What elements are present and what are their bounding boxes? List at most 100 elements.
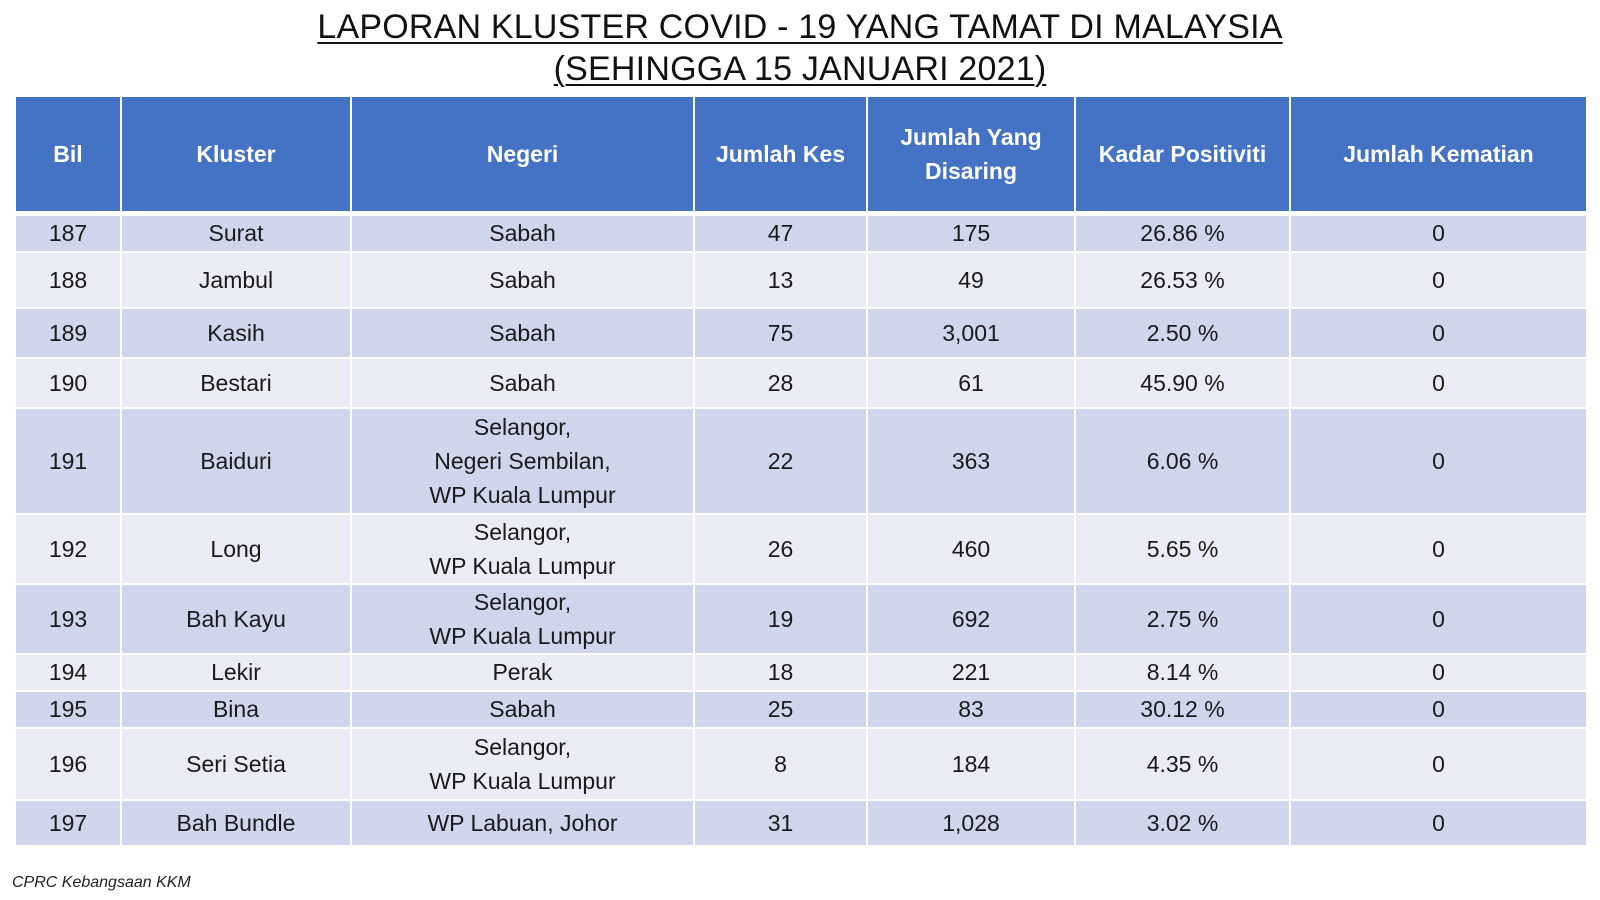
header-jumlah-disaring-line-1: Jumlah Yang — [900, 124, 1042, 150]
table-body: 187 Surat Sabah 47 175 26.86 % 0 188 Jambul Sabah… — [16, 213, 1586, 847]
cell-negeri: WP Labuan, Johor — [350, 799, 695, 847]
header-jumlah-disaring: Jumlah Yang Disaring — [866, 97, 1076, 216]
negeri-line: Sabah — [489, 266, 556, 293]
cell-kadar-positiviti: 26.86 % — [1074, 213, 1291, 253]
source-note: CPRC Kebangsaan KKM — [12, 874, 191, 891]
cell-kluster: Bah Kayu — [120, 583, 352, 655]
cell-negeri: Selangor, WP Kuala Lumpur — [350, 727, 695, 801]
header-negeri: Negeri — [350, 97, 695, 216]
cell-kadar-positiviti: 30.12 % — [1074, 690, 1291, 729]
cell-jumlah-kematian: 0 — [1289, 583, 1586, 655]
table-row: 196 Seri Setia Selangor, WP Kuala Lumpur 8 18… — [16, 727, 1586, 801]
negeri-line: WP Kuala Lumpur — [429, 481, 616, 508]
cell-bil: 195 — [16, 690, 122, 729]
cell-kadar-positiviti: 4.35 % — [1074, 727, 1291, 801]
negeri-line: Selangor, — [473, 588, 572, 615]
cell-jumlah-kematian: 0 — [1289, 799, 1586, 847]
cell-jumlah-disaring: 221 — [866, 653, 1076, 692]
cell-kadar-positiviti: 6.06 % — [1074, 407, 1291, 515]
cell-jumlah-kematian: 0 — [1289, 213, 1586, 253]
cell-bil: 196 — [16, 727, 122, 801]
cell-jumlah-kes: 75 — [693, 307, 868, 359]
cell-kluster: Seri Setia — [120, 727, 352, 801]
cell-kadar-positiviti: 3.02 % — [1074, 799, 1291, 847]
cell-jumlah-kematian: 0 — [1289, 407, 1586, 515]
cell-jumlah-disaring: 363 — [866, 407, 1076, 515]
negeri-line: WP Kuala Lumpur — [429, 622, 616, 649]
header-kadar-positiviti: Kadar Positiviti — [1074, 97, 1291, 216]
cell-jumlah-disaring: 175 — [866, 213, 1076, 253]
negeri-line: WP Kuala Lumpur — [429, 767, 616, 794]
negeri-line: WP Labuan, Johor — [427, 809, 618, 836]
cell-jumlah-kes: 28 — [693, 357, 868, 409]
header-bil: Bil — [16, 97, 122, 216]
cell-bil: 187 — [16, 213, 122, 253]
negeri-line: Selangor, — [473, 518, 572, 545]
negeri-line: WP Kuala Lumpur — [429, 552, 616, 579]
cell-negeri: Selangor, Negeri Sembilan, WP Kuala Lumpur — [350, 407, 695, 515]
title-line-2: (SEHINGGA 15 JANUARI 2021) — [553, 50, 1047, 88]
cell-jumlah-kes: 18 — [693, 653, 868, 692]
cell-kadar-positiviti: 8.14 % — [1074, 653, 1291, 692]
cell-jumlah-kes: 31 — [693, 799, 868, 847]
negeri-line: Negeri Sembilan, — [434, 447, 611, 474]
table-row: 187 Surat Sabah 47 175 26.86 % 0 — [16, 213, 1586, 253]
cell-negeri: Selangor, WP Kuala Lumpur — [350, 583, 695, 655]
cell-jumlah-kes: 8 — [693, 727, 868, 801]
cell-negeri: Sabah — [350, 690, 695, 729]
cell-jumlah-disaring: 83 — [866, 690, 1076, 729]
negeri-line: Selangor, — [473, 413, 572, 440]
cell-jumlah-kematian: 0 — [1289, 357, 1586, 409]
cluster-table: Bil Kluster Negeri Jumlah Kes Jumlah Yan… — [16, 97, 1586, 847]
cell-kadar-positiviti: 2.75 % — [1074, 583, 1291, 655]
cell-jumlah-kematian: 0 — [1289, 251, 1586, 309]
cell-kluster: Kasih — [120, 307, 352, 359]
header-jumlah-kes: Jumlah Kes — [693, 97, 868, 216]
cell-jumlah-disaring: 61 — [866, 357, 1076, 409]
cell-kluster: Bah Bundle — [120, 799, 352, 847]
cell-bil: 189 — [16, 307, 122, 359]
cell-jumlah-disaring: 3,001 — [866, 307, 1076, 359]
title-line-1: LAPORAN KLUSTER COVID - 19 YANG TAMAT DI… — [317, 8, 1283, 46]
table-row: 190 Bestari Sabah 28 61 45.90 % 0 — [16, 357, 1586, 409]
cell-kluster: Bestari — [120, 357, 352, 409]
table-row: 193 Bah Kayu Selangor, WP Kuala Lumpur 19 692… — [16, 583, 1586, 655]
cell-bil: 192 — [16, 513, 122, 585]
negeri-line: Selangor, — [473, 733, 572, 760]
cell-kluster: Bina — [120, 690, 352, 729]
table-row: 194 Lekir Perak 18 221 8.14 % 0 — [16, 653, 1586, 692]
cell-jumlah-kes: 13 — [693, 251, 868, 309]
negeri-line: Sabah — [489, 696, 556, 722]
cell-jumlah-disaring: 460 — [866, 513, 1076, 585]
cell-bil: 191 — [16, 407, 122, 515]
table-row: 195 Bina Sabah 25 83 30.12 % 0 — [16, 690, 1586, 729]
cell-bil: 193 — [16, 583, 122, 655]
cell-bil: 197 — [16, 799, 122, 847]
header-jumlah-disaring-line-2: Disaring — [924, 158, 1018, 184]
cell-negeri: Sabah — [350, 213, 695, 253]
cell-bil: 190 — [16, 357, 122, 409]
header-jumlah-kematian: Jumlah Kematian — [1289, 97, 1586, 216]
negeri-line: Sabah — [489, 369, 556, 396]
cell-jumlah-disaring: 1,028 — [866, 799, 1076, 847]
table-row: 192 Long Selangor, WP Kuala Lumpur 26 460 5.65… — [16, 513, 1586, 585]
cell-jumlah-kes: 19 — [693, 583, 868, 655]
cell-jumlah-kematian: 0 — [1289, 513, 1586, 585]
cell-kadar-positiviti: 2.50 % — [1074, 307, 1291, 359]
negeri-line: Perak — [492, 659, 553, 685]
negeri-line: Sabah — [489, 319, 556, 346]
cell-kadar-positiviti: 45.90 % — [1074, 357, 1291, 409]
cell-bil: 188 — [16, 251, 122, 309]
table-row: 197 Bah Bundle WP Labuan, Johor 31 1,028 3.02… — [16, 799, 1586, 847]
negeri-line: Sabah — [489, 220, 556, 247]
cell-kluster: Jambul — [120, 251, 352, 309]
cell-negeri: Selangor, WP Kuala Lumpur — [350, 513, 695, 585]
cell-jumlah-kematian: 0 — [1289, 307, 1586, 359]
cell-negeri: Perak — [350, 653, 695, 692]
cell-jumlah-disaring: 49 — [866, 251, 1076, 309]
cell-negeri: Sabah — [350, 357, 695, 409]
table-row: 189 Kasih Sabah 75 3,001 2.50 % 0 — [16, 307, 1586, 359]
table-row: 188 Jambul Sabah 13 49 26.53 % 0 — [16, 251, 1586, 309]
cell-jumlah-kematian: 0 — [1289, 690, 1586, 729]
cell-jumlah-kematian: 0 — [1289, 727, 1586, 801]
